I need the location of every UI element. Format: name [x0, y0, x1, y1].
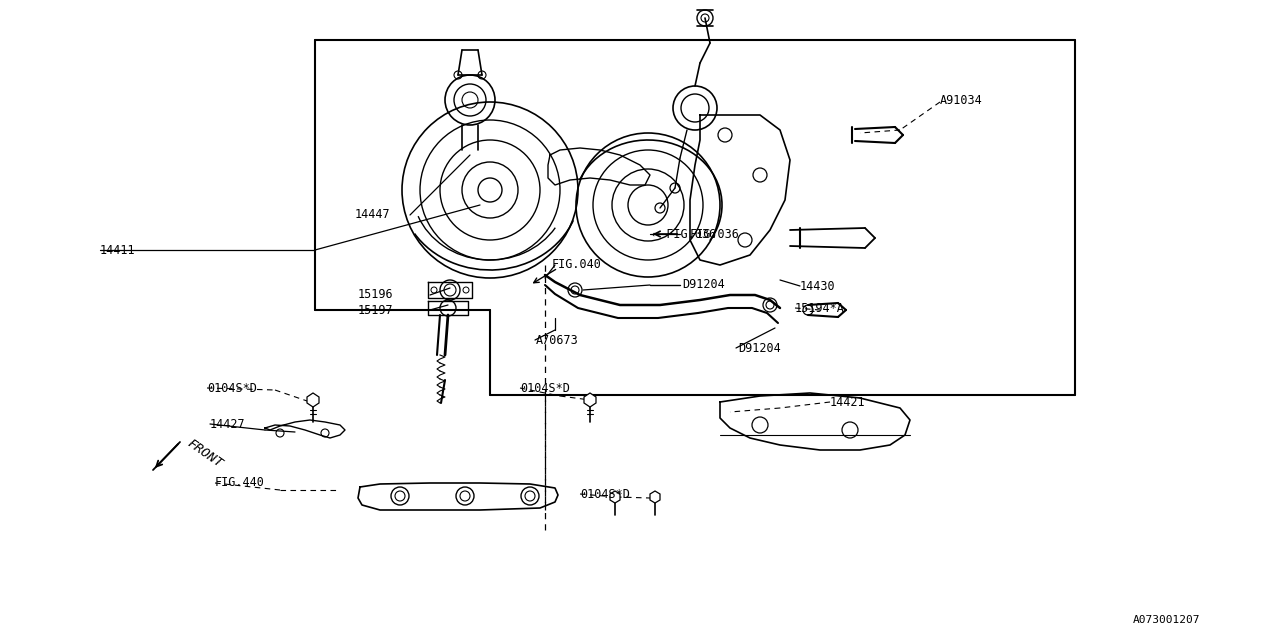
- Text: D91204: D91204: [739, 342, 781, 355]
- Text: 14430: 14430: [800, 280, 836, 292]
- Text: A70673: A70673: [536, 333, 579, 346]
- Text: FRONT: FRONT: [186, 437, 225, 471]
- Text: FIG.040: FIG.040: [552, 259, 602, 271]
- Text: 14411: 14411: [100, 243, 136, 257]
- Polygon shape: [650, 491, 660, 503]
- Text: FIG.440: FIG.440: [215, 477, 265, 490]
- Text: D91204: D91204: [682, 278, 724, 291]
- Text: 15197: 15197: [358, 303, 394, 317]
- Text: 14427: 14427: [210, 417, 246, 431]
- Text: 0104S*D: 0104S*D: [207, 381, 257, 394]
- Text: 0104S*D: 0104S*D: [580, 488, 630, 500]
- Text: ← FIG.036: ← FIG.036: [652, 227, 716, 241]
- Text: 14421: 14421: [829, 396, 865, 408]
- Text: FIG.036: FIG.036: [690, 228, 740, 241]
- Text: A91034: A91034: [940, 93, 983, 106]
- Text: A073001207: A073001207: [1133, 615, 1201, 625]
- Text: 15196: 15196: [358, 289, 394, 301]
- Text: 14447: 14447: [355, 209, 390, 221]
- Polygon shape: [307, 393, 319, 407]
- Text: 15194*A: 15194*A: [795, 301, 845, 314]
- Polygon shape: [584, 393, 596, 407]
- Text: 0104S*D: 0104S*D: [520, 381, 570, 394]
- Polygon shape: [611, 491, 620, 503]
